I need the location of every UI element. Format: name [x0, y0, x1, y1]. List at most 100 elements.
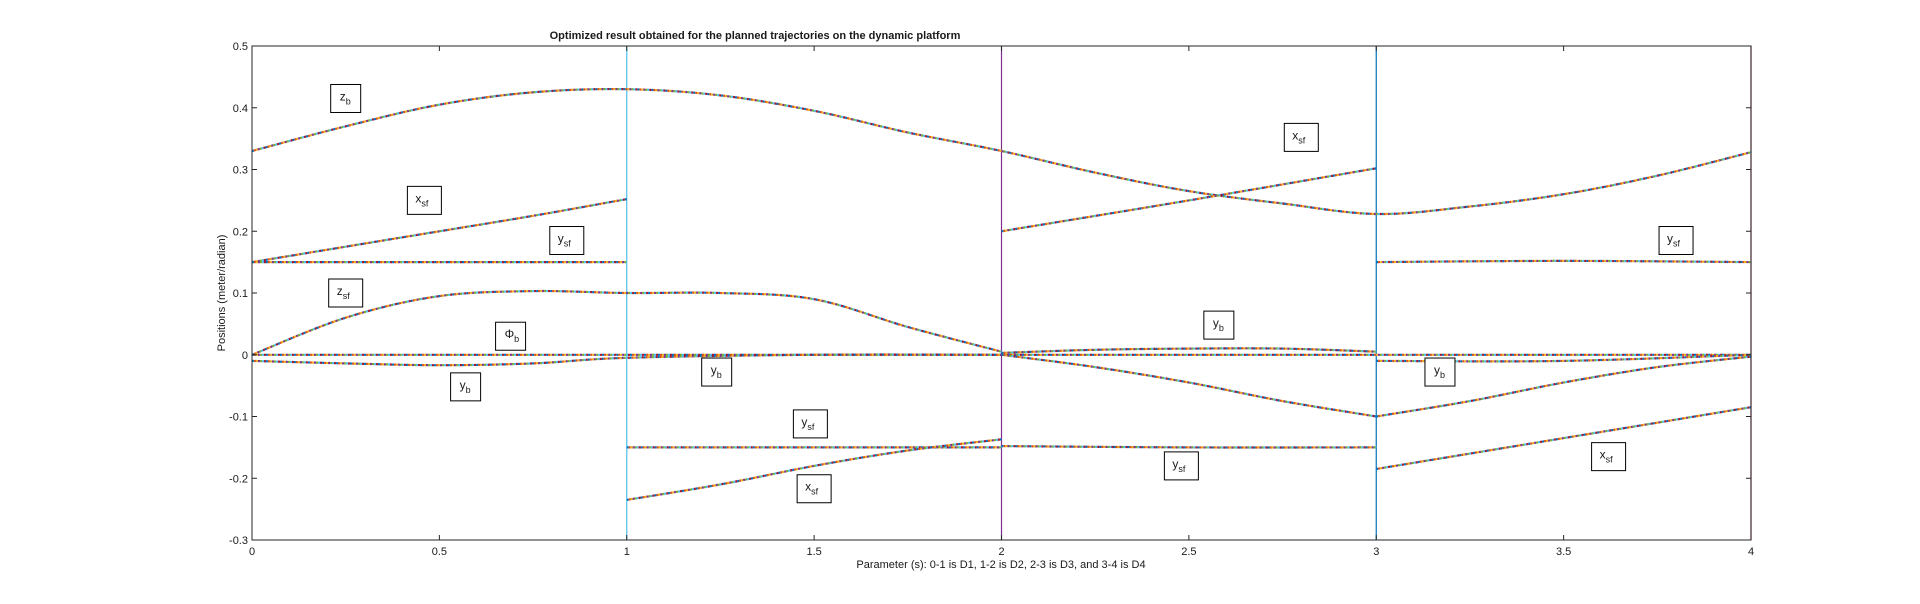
series-dots: [1001, 347, 1377, 354]
annotation-label: zb: [330, 83, 362, 113]
annotation-text: zb: [340, 89, 351, 106]
chart-title: Optimized result obtained for the planne…: [550, 30, 961, 42]
annotation-box: [792, 409, 828, 439]
x-tick-label: 2.5: [1181, 546, 1196, 558]
annotation-box: [796, 474, 832, 504]
y-tick-label: 0.1: [233, 288, 248, 300]
y-tick-label: 0.3: [233, 165, 248, 177]
series-dots: [1001, 445, 1377, 449]
series-dots: [1001, 167, 1377, 233]
annotation-label: xsf: [406, 185, 442, 215]
series-line: [1001, 167, 1377, 233]
series-dots: [251, 353, 1002, 367]
x-tick-label: 0.5: [432, 546, 447, 558]
y-tick-label: -0.3: [229, 535, 248, 547]
series-line: [1376, 259, 1752, 264]
x-tick-label: 1.5: [806, 546, 821, 558]
series-dots: [1001, 167, 1377, 233]
annotation-box: [330, 83, 362, 113]
series-line: [1001, 353, 1377, 418]
y-tick-label: 0: [242, 350, 248, 362]
series-dots: [1376, 406, 1752, 471]
annotation-label: ysf: [549, 226, 585, 256]
annotation-box: [406, 185, 442, 215]
series-line: [251, 289, 1002, 356]
series-dots: [251, 87, 1752, 216]
annotation-label: yb: [450, 372, 482, 402]
series-line: [251, 198, 627, 264]
x-tick-label: 1: [624, 546, 630, 558]
x-axis-label: Parameter (s): 0-1 is D1, 1-2 is D2, 2-3…: [856, 559, 1145, 571]
series-dots: [1376, 353, 1752, 363]
annotation-box: [1163, 451, 1199, 481]
x-tick-label: 0: [249, 546, 255, 558]
annotation-box: [1658, 226, 1694, 256]
annotation-box: [1591, 442, 1627, 472]
annotation-text: yb: [1213, 316, 1224, 333]
series-line: [1376, 353, 1752, 363]
annotation-box: [495, 321, 527, 351]
series-line: [251, 87, 1752, 216]
series-dots: [1376, 259, 1752, 264]
series-dots: [1376, 353, 1752, 363]
annotation-text: yb: [460, 378, 471, 395]
series-line: [251, 353, 1002, 367]
series-line: [1376, 355, 1752, 418]
series-dots: [251, 353, 1002, 367]
series-dots: [1376, 353, 1752, 363]
annotation-box: [1203, 310, 1235, 340]
series-line: [626, 438, 1002, 501]
annotations: zb xsf ysf zsf Φb yb yb ysf xsf xsf yb ysf ysf yb xsf: [328, 83, 1694, 504]
series-dots: [626, 438, 1002, 501]
annotation-label: ysf: [1658, 226, 1694, 256]
series-line: [1376, 406, 1752, 471]
series-dots: [1376, 355, 1752, 418]
annotation-box: [701, 357, 733, 387]
annotation-label: yb: [1203, 310, 1235, 340]
y-tick-label: 0.5: [233, 41, 248, 53]
series-dots: [1001, 353, 1377, 418]
series-dots: [251, 289, 1002, 356]
series-dots: [251, 87, 1752, 216]
annotation-box: [328, 278, 364, 308]
series-dots: [1376, 355, 1752, 418]
series-dots: [1376, 259, 1752, 264]
y-tick-label: 0.4: [233, 103, 248, 115]
series-line: [1001, 445, 1377, 449]
annotation-label: yb: [1424, 357, 1456, 387]
x-tick-label: 3.5: [1556, 546, 1571, 558]
series-line: [1001, 347, 1377, 354]
series-dots: [1001, 445, 1377, 449]
x-tick-label: 2: [998, 546, 1004, 558]
annotation-box: [549, 226, 585, 256]
series-dots: [1001, 445, 1377, 449]
x-tick-label: 4: [1748, 546, 1754, 558]
series-dots: [1001, 353, 1377, 418]
annotation-label: xsf: [796, 474, 832, 504]
y-tick-label: -0.1: [229, 412, 248, 424]
y-tick-label: -0.2: [229, 473, 248, 485]
annotation-label: yb: [701, 357, 733, 387]
annotation-box: [450, 372, 482, 402]
annotation-text: yb: [1434, 363, 1445, 380]
series-dots: [1001, 347, 1377, 354]
x-tick-label: 3: [1373, 546, 1379, 558]
series-dots: [626, 438, 1002, 501]
annotation-label: zsf: [328, 278, 364, 308]
plot-area: [251, 46, 1752, 540]
series-dots: [251, 289, 1002, 356]
annotation-label: ysf: [1163, 451, 1199, 481]
annotation-box: [1424, 357, 1456, 387]
series-dots: [251, 198, 627, 264]
y-axis: -0.3 -0.2 -0.1 0 0.1 0.2 0.3 0.4 0.5: [229, 41, 1751, 547]
y-tick-label: 0.2: [233, 226, 248, 238]
annotation-label: ysf: [792, 409, 828, 439]
annotation-label: xsf: [1591, 442, 1627, 472]
y-axis-label: Positions (meter/radian): [216, 235, 228, 352]
series-dots: [1001, 353, 1377, 418]
series-dots: [1376, 406, 1752, 471]
series-dots: [1001, 167, 1377, 233]
series-dots: [251, 198, 627, 264]
series-dots: [1376, 259, 1752, 264]
